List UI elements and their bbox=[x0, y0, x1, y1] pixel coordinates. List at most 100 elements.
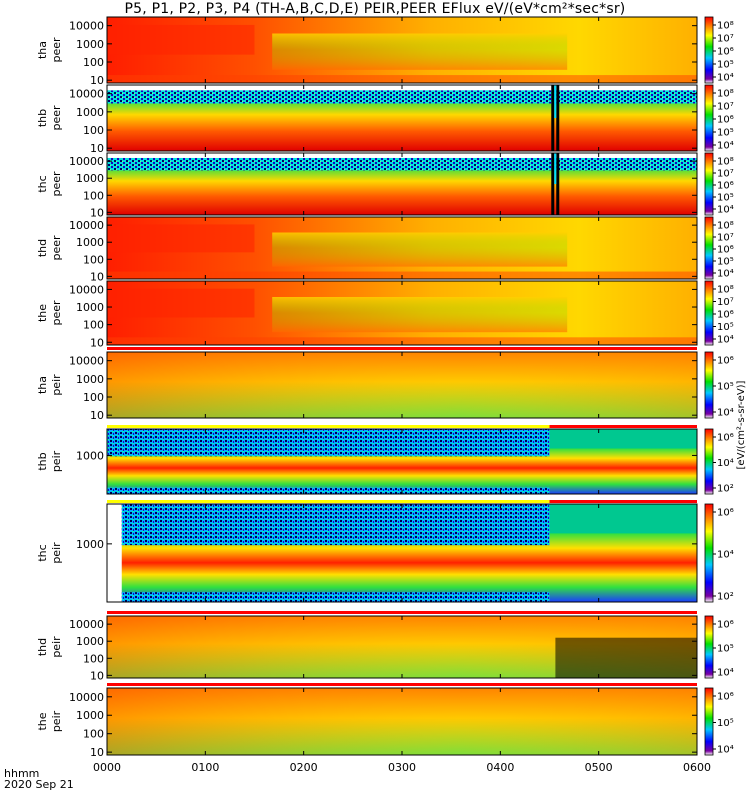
colorbar-tick-label: 10⁶ bbox=[717, 433, 734, 444]
colorbar bbox=[704, 280, 714, 346]
heatmap-blank bbox=[107, 504, 122, 602]
x-tick-label: 0400 bbox=[486, 761, 514, 774]
y-tick-label: 100 bbox=[83, 189, 104, 202]
heatmap-region bbox=[549, 504, 697, 534]
colorbar-tick-label: 10² bbox=[717, 592, 734, 603]
figure-title: P5, P1, P2, P3, P4 (TH-A,B,C,D,E) PEIR,P… bbox=[124, 1, 626, 17]
gap-bar bbox=[549, 425, 697, 428]
colorbar-tick-label: 10⁷ bbox=[717, 34, 734, 45]
y-tick-label: 100 bbox=[83, 253, 104, 266]
y-axis-probe-label: thc bbox=[36, 175, 49, 192]
y-axis-probe-label: the bbox=[36, 304, 49, 322]
data-dropout bbox=[556, 153, 560, 215]
y-axis-probe-label: tha bbox=[36, 376, 49, 394]
colorbar-tick-label: 10⁵ bbox=[717, 60, 734, 71]
colorbar-tick-label: 10⁸ bbox=[717, 285, 734, 296]
colorbar bbox=[704, 503, 714, 603]
colorbar-tick-label: 10⁴ bbox=[717, 550, 734, 561]
colorbar bbox=[704, 428, 714, 495]
y-tick-label: 10 bbox=[90, 336, 104, 349]
data-dropout bbox=[554, 85, 557, 118]
spectrogram-panel-thd-peir: 10 100 1000 10000 thd peir 10⁴ 10⁵ 10⁶ bbox=[36, 611, 734, 682]
heatmap-noise-band bbox=[107, 157, 697, 171]
y-tick-label: 1000 bbox=[76, 236, 104, 249]
y-tick-label: 100 bbox=[83, 652, 104, 665]
colorbar-tick-label: 10⁵ bbox=[717, 718, 734, 729]
colorbar-tick-label: 10⁶ bbox=[717, 356, 734, 367]
y-tick-label: 1000 bbox=[76, 301, 104, 314]
y-tick-label: 10 bbox=[90, 206, 104, 219]
colorbar-tick-label: 10⁷ bbox=[717, 102, 734, 113]
y-tick-label: 10 bbox=[90, 142, 104, 155]
gap-bar bbox=[107, 683, 697, 686]
heatmap-overlay bbox=[272, 297, 568, 333]
colorbar-tick-label: 10⁵ bbox=[717, 128, 734, 139]
colorbar bbox=[704, 351, 714, 419]
y-tick-label: 100 bbox=[83, 124, 104, 137]
colorbar-tick-label: 10⁶ bbox=[717, 181, 734, 192]
data-dropout bbox=[551, 153, 555, 215]
heatmap-noise-band bbox=[107, 487, 550, 494]
colorbar-tick-label: 10⁶ bbox=[717, 310, 734, 321]
y-tick-label: 100 bbox=[83, 391, 104, 404]
colorbar-tick-label: 10⁴ bbox=[717, 668, 734, 679]
x-tick-label: 0500 bbox=[585, 761, 613, 774]
colorbar bbox=[704, 687, 714, 756]
y-tick-label: 10000 bbox=[69, 219, 104, 232]
y-axis-species-label: peer bbox=[50, 171, 63, 197]
colorbar-tick-label: 10⁵ bbox=[717, 644, 734, 655]
y-axis-species-label: peir bbox=[50, 450, 63, 472]
colorbar-tick-label: 10⁸ bbox=[717, 221, 734, 232]
data-dropout bbox=[556, 85, 560, 151]
y-axis-probe-label: thd bbox=[36, 239, 49, 257]
data-dropout bbox=[551, 85, 555, 151]
colorbar-tick-label: 10⁴ bbox=[717, 458, 734, 469]
colorbar-tick-label: 10⁴ bbox=[717, 73, 734, 84]
y-tick-label: 1000 bbox=[76, 709, 104, 722]
y-tick-label: 1000 bbox=[76, 538, 104, 551]
y-axis-probe-label: the bbox=[36, 712, 49, 730]
colorbar bbox=[704, 216, 714, 280]
y-tick-label: 10 bbox=[90, 74, 104, 87]
heatmap-noise-band bbox=[107, 90, 697, 104]
y-axis-species-label: peir bbox=[50, 710, 63, 732]
y-axis-species-label: peer bbox=[50, 235, 63, 261]
gap-bar bbox=[107, 347, 697, 350]
spectrogram-panel-thb-peir: 1000 thb peir 10² 10⁴ 10⁶ bbox=[36, 425, 734, 495]
y-tick-label: 10000 bbox=[69, 355, 104, 368]
y-axis-species-label: peer bbox=[50, 105, 63, 131]
y-tick-label: 1000 bbox=[76, 106, 104, 119]
heatmap-dropout bbox=[555, 637, 697, 678]
y-tick-label: 10 bbox=[90, 669, 104, 682]
data-dropout bbox=[554, 153, 557, 184]
colorbar-tick-label: 10⁴ bbox=[717, 141, 734, 152]
heatmap-noise-band bbox=[107, 429, 550, 457]
y-tick-label: 10000 bbox=[69, 283, 104, 296]
colorbar-tick-label: 10⁵ bbox=[717, 193, 734, 204]
y-tick-label: 1000 bbox=[76, 373, 104, 386]
colorbar-tick-label: 10⁶ bbox=[717, 115, 734, 126]
y-tick-label: 1000 bbox=[76, 172, 104, 185]
spectrogram-panel-tha-peer: 10 100 1000 10000 tha peer 10⁴ 10⁵ 10⁶ 10⁷ 10⁸ bbox=[36, 16, 734, 87]
colorbar-tick-label: 10⁵ bbox=[717, 322, 734, 333]
colorbar-tick-label: 10⁶ bbox=[717, 508, 734, 519]
y-tick-label: 10000 bbox=[69, 20, 104, 33]
x-axis-caption-date: 2020 Sep 21 bbox=[4, 778, 74, 791]
colorbar-tick-label: 10⁶ bbox=[717, 245, 734, 256]
x-axis-caption-units: hhmm bbox=[4, 767, 40, 780]
y-tick-label: 1000 bbox=[76, 449, 104, 462]
y-axis-probe-label: tha bbox=[36, 41, 49, 59]
colorbar-tick-label: 10⁸ bbox=[717, 157, 734, 168]
colorbar-unit-label: [eV/(cm²-s-sr-eV)] bbox=[736, 380, 747, 469]
colorbar bbox=[704, 16, 714, 84]
heatmap-noise-band bbox=[107, 592, 550, 602]
heatmap-hot-region bbox=[107, 224, 255, 253]
x-tick-label: 0200 bbox=[290, 761, 318, 774]
y-axis-species-label: peer bbox=[50, 300, 63, 326]
colorbar-tick-label: 10⁶ bbox=[717, 47, 734, 58]
colorbar-tick-label: 10⁴ bbox=[717, 745, 734, 756]
spectrogram-panel-thc-peir: 1000 thc peir 10² 10⁴ 10⁶ bbox=[36, 500, 734, 603]
